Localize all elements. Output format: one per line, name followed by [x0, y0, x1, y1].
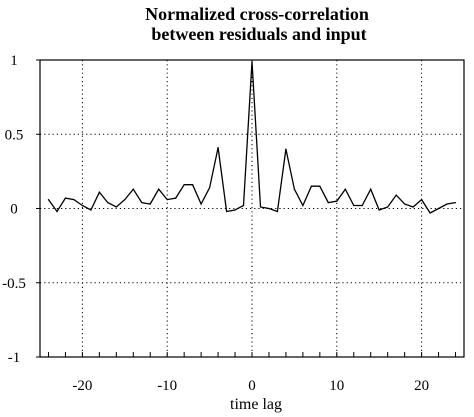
- data-point: [242, 204, 245, 207]
- y-tick-label: 0: [10, 202, 18, 218]
- grid-lines: [40, 60, 464, 357]
- data-point: [124, 198, 126, 201]
- data-point: [446, 203, 448, 205]
- data-point: [251, 60, 253, 63]
- data-point: [132, 188, 134, 190]
- x-tick-label: 10: [329, 378, 344, 394]
- data-point: [361, 204, 363, 207]
- data-point: [234, 209, 236, 211]
- data-point: [225, 210, 228, 213]
- y-tick-label: -1: [8, 350, 21, 366]
- data-point: [353, 204, 355, 207]
- data-point: [64, 197, 67, 199]
- data-point: [192, 184, 194, 186]
- data-point: [429, 212, 431, 214]
- data-point: [81, 204, 83, 207]
- data-point: [285, 148, 287, 150]
- y-tick-label: 0.5: [5, 127, 24, 143]
- data-point: [302, 204, 304, 207]
- data-point: [209, 187, 211, 189]
- data-point: [387, 206, 389, 208]
- data-point: [327, 201, 329, 204]
- data-point: [141, 201, 143, 204]
- chart-title-line1: Normalized cross-correlation: [145, 4, 369, 24]
- data-point: [421, 198, 423, 201]
- y-tick-label: -0.5: [2, 276, 26, 292]
- x-axis-label: time lag: [230, 396, 282, 413]
- axis-ticks: [36, 59, 457, 358]
- x-tick-label: 0: [248, 378, 256, 394]
- data-point: [276, 210, 279, 213]
- data-point: [47, 198, 50, 201]
- data-point: [175, 197, 177, 199]
- data-point: [268, 207, 270, 210]
- series-marks: [47, 60, 457, 214]
- data-point: [259, 206, 262, 208]
- data-point: [200, 203, 202, 205]
- data-point: [344, 188, 346, 190]
- data-point: [115, 206, 117, 208]
- data-point: [73, 198, 75, 201]
- data-point: [293, 188, 295, 190]
- data-point: [183, 184, 185, 186]
- tick-labels: 1 0.5 0 -0.5 -1 -20 -10 0 10 20: [2, 53, 429, 394]
- data-point: [404, 203, 406, 205]
- data-point: [149, 203, 151, 205]
- data-point: [454, 201, 457, 204]
- data-point: [310, 185, 312, 187]
- data-point: [158, 188, 160, 190]
- y-tick-label: 1: [10, 53, 18, 69]
- data-point: [370, 188, 372, 190]
- x-tick-label: -10: [157, 378, 177, 394]
- data-point: [395, 194, 397, 196]
- data-point: [319, 185, 321, 187]
- data-point: [412, 206, 414, 208]
- data-point: [98, 191, 100, 193]
- x-tick-label: 20: [414, 378, 429, 394]
- data-point: [217, 147, 219, 149]
- x-tick-label: -20: [72, 378, 92, 394]
- data-point: [336, 200, 338, 202]
- data-point: [437, 207, 440, 210]
- data-point: [166, 198, 168, 201]
- chart-title-line2: between residuals and input: [151, 24, 367, 44]
- data-point: [378, 209, 380, 211]
- data-point: [90, 209, 92, 211]
- data-point: [56, 210, 58, 213]
- data-point: [107, 201, 109, 204]
